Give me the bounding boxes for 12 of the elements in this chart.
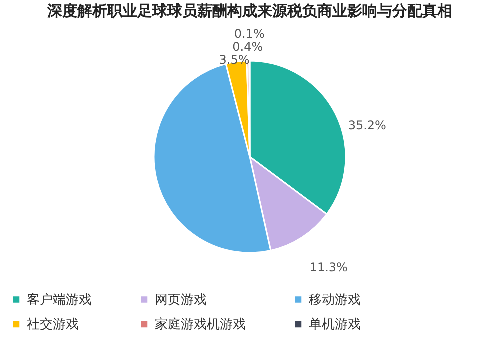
legend-label: 移动游戏	[309, 292, 361, 308]
legend-label: 单机游戏	[309, 318, 361, 332]
legend-label: 网页游戏	[155, 292, 207, 308]
legend-label: 社交游戏	[27, 316, 79, 332]
data-label: 0.1%	[234, 27, 265, 42]
legend-label: 客户端游戏	[27, 292, 92, 308]
data-label: 0.4%	[232, 40, 264, 54]
data-label: 3.5%	[219, 53, 250, 68]
legend-label: 家庭游戏机游戏	[155, 316, 246, 332]
chart-title: 深度解析职业足球球员薪酬构成来源税负商业影响与分配真相	[46, 2, 452, 20]
data-label: 11.3%	[310, 260, 348, 274]
data-label: 35.2%	[348, 118, 386, 133]
